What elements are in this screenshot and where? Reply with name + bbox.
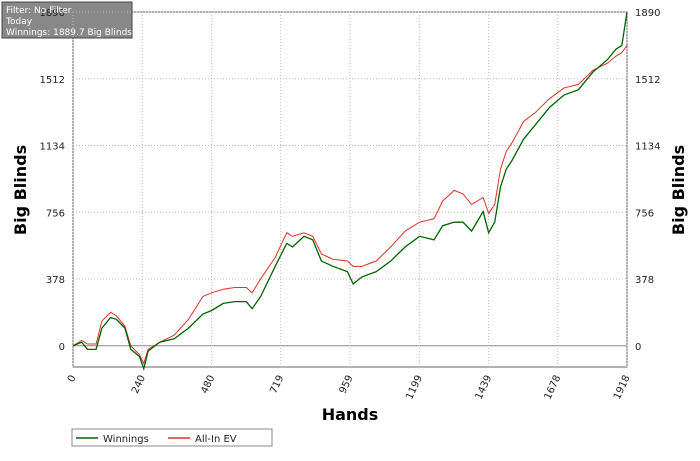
series-line: [72, 11, 628, 372]
series-line: [72, 45, 628, 365]
legend-label: Winnings: [103, 434, 149, 445]
y-tick-label: 1134: [40, 142, 65, 153]
y-axis-title-right: Big Blinds: [669, 145, 688, 235]
y-tick-label: 378: [46, 275, 65, 286]
info-text: Winnings: 1889.7 Big Blinds: [6, 28, 132, 38]
legend-label: All-In EV: [195, 434, 237, 445]
info-text: Today: [5, 17, 33, 27]
y-tick-label: 1512: [40, 75, 65, 86]
y-tick-label-right: 1512: [635, 75, 660, 86]
y-tick-label: 756: [46, 208, 65, 219]
y-tick-label-right: 756: [635, 208, 654, 219]
y-tick-label: 1890: [40, 8, 65, 19]
info-text: Filter: No Filter: [6, 6, 72, 16]
info-box: [1, 1, 133, 39]
y-tick-label-right: 1134: [635, 142, 660, 153]
x-axis-title: Hands: [322, 405, 379, 424]
x-tick-label: 0: [66, 374, 79, 384]
y-tick-label-right: 0: [635, 342, 641, 353]
y-tick-label-right: 1890: [635, 8, 660, 19]
y-axis-title: Big Blinds: [11, 145, 30, 235]
y-tick-label: 0: [59, 342, 65, 353]
y-tick-label-right: 378: [635, 275, 654, 286]
